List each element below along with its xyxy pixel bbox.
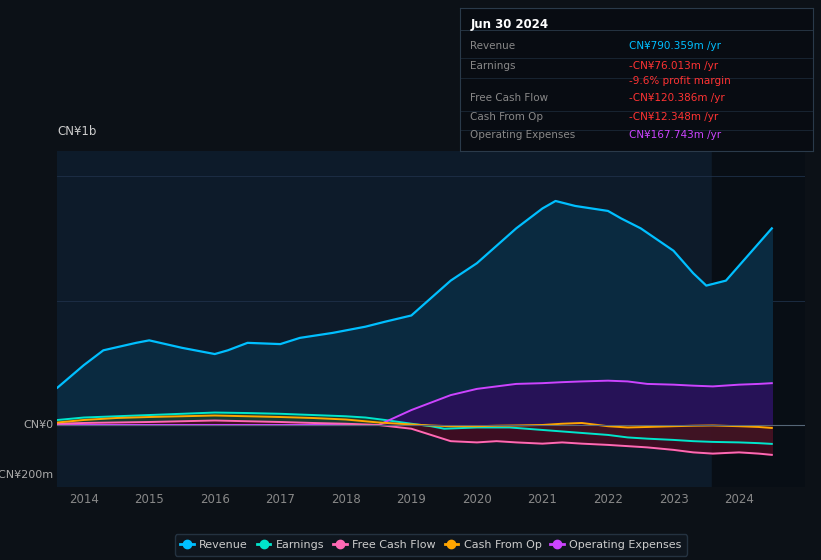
Text: CN¥790.359m /yr: CN¥790.359m /yr <box>629 40 721 50</box>
Bar <box>712 151 805 487</box>
Text: CN¥167.743m /yr: CN¥167.743m /yr <box>629 130 722 141</box>
Legend: Revenue, Earnings, Free Cash Flow, Cash From Op, Operating Expenses: Revenue, Earnings, Free Cash Flow, Cash … <box>175 534 687 556</box>
Text: CN¥0: CN¥0 <box>24 420 53 430</box>
Text: Cash From Op: Cash From Op <box>470 112 544 122</box>
Text: Free Cash Flow: Free Cash Flow <box>470 94 548 104</box>
Text: -CN¥12.348m /yr: -CN¥12.348m /yr <box>629 112 718 122</box>
Text: -CN¥200m: -CN¥200m <box>0 470 53 480</box>
Text: CN¥1b: CN¥1b <box>57 125 97 138</box>
Text: -CN¥76.013m /yr: -CN¥76.013m /yr <box>629 60 718 71</box>
Text: -CN¥120.386m /yr: -CN¥120.386m /yr <box>629 94 725 104</box>
Text: Revenue: Revenue <box>470 40 516 50</box>
Text: Operating Expenses: Operating Expenses <box>470 130 576 141</box>
Text: -9.6% profit margin: -9.6% profit margin <box>629 76 731 86</box>
Text: Jun 30 2024: Jun 30 2024 <box>470 18 548 31</box>
Text: Earnings: Earnings <box>470 60 516 71</box>
